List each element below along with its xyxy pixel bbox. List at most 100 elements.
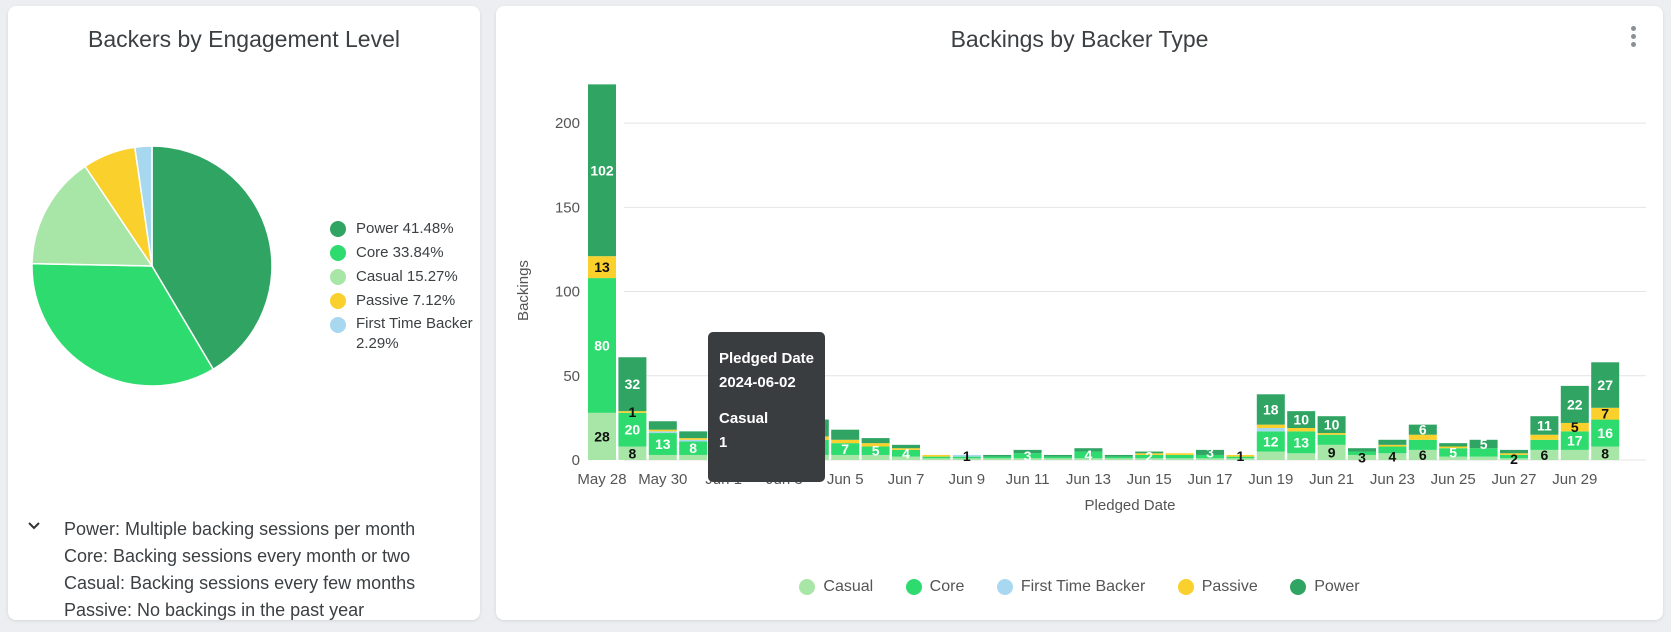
bar-segment-core[interactable] [1317, 434, 1346, 445]
bar-segment-first-time-backer[interactable] [1256, 427, 1285, 432]
bar-segment-casual[interactable] [1348, 454, 1376, 460]
bar-segment-core[interactable] [1469, 448, 1498, 457]
bar-segment-casual[interactable] [1439, 456, 1468, 460]
bar-segment-core[interactable] [952, 456, 981, 459]
bar-segment-core[interactable] [648, 433, 677, 455]
bar-legend-item-first-time-backer[interactable]: First Time Backer [996, 578, 1145, 596]
bar-segment-passive[interactable] [922, 454, 951, 457]
bar-segment-core[interactable] [1439, 448, 1468, 457]
bar-segment-power[interactable] [1591, 362, 1620, 408]
bar-segment-casual[interactable] [861, 454, 890, 460]
bar-segment-passive[interactable] [1560, 422, 1589, 432]
bar-segment-passive[interactable] [1500, 453, 1528, 455]
bar-segment-casual[interactable] [831, 454, 860, 460]
pie-slice-power[interactable] [151, 145, 273, 371]
bar-segment-power[interactable] [1560, 385, 1589, 423]
bar-segment-core[interactable] [1530, 439, 1559, 450]
pie-legend-item-power[interactable]: Power 41.48% [330, 218, 476, 242]
bar-segment-passive[interactable] [1439, 446, 1468, 449]
bar-segment-core[interactable] [1104, 456, 1133, 459]
bar-segment-first-time-backer[interactable] [648, 431, 677, 434]
bar-segment-power[interactable] [1287, 411, 1316, 428]
bar-segment-core[interactable] [922, 456, 951, 459]
bar-segment-power[interactable] [618, 357, 647, 412]
bar-segment-passive[interactable] [588, 256, 616, 279]
bar-legend-item-casual[interactable]: Casual [799, 578, 873, 596]
bar-segment-power[interactable] [1348, 448, 1376, 452]
bar-segment-core[interactable] [1378, 446, 1407, 454]
bar-segment-passive[interactable] [1530, 434, 1559, 440]
bar-segment-power[interactable] [1469, 439, 1498, 449]
bar-segment-power[interactable] [1317, 416, 1346, 434]
bar-segment-power[interactable] [1135, 451, 1164, 454]
bar-segment-core[interactable] [1044, 456, 1072, 459]
bar-segment-casual[interactable] [922, 458, 951, 460]
bar-segment-casual[interactable] [892, 456, 920, 460]
bar-segment-casual[interactable] [1226, 458, 1255, 460]
bar-segment-passive[interactable] [1591, 407, 1620, 420]
bar-segment-passive[interactable] [1135, 453, 1164, 455]
bar-segment-passive[interactable] [1408, 434, 1437, 440]
bar-legend-item-passive[interactable]: Passive [1177, 578, 1258, 596]
bar-segment-power[interactable] [983, 454, 1012, 457]
bar-segment-passive[interactable] [1287, 427, 1316, 432]
bar-segment-power[interactable] [1256, 394, 1285, 425]
pie-chart[interactable] [8, 6, 480, 620]
bar-segment-casual[interactable] [1044, 458, 1072, 460]
bar-segment-first-time-backer[interactable] [952, 454, 981, 457]
bar-segment-casual[interactable] [1013, 458, 1042, 460]
bar-segment-power[interactable] [1013, 449, 1042, 454]
bar-segment-passive[interactable] [1317, 433, 1346, 435]
bar-segment-casual[interactable] [1591, 446, 1620, 460]
bar-segment-power[interactable] [1074, 448, 1103, 452]
bar-segment-passive[interactable] [1165, 453, 1194, 455]
bar-segment-passive[interactable] [861, 443, 890, 447]
bar-segment-power[interactable] [831, 429, 860, 440]
bar-segment-casual[interactable] [1500, 458, 1528, 460]
pie-slice-core[interactable] [31, 262, 215, 387]
bar-segment-casual[interactable] [588, 412, 616, 460]
bar-segment-core[interactable] [1135, 454, 1164, 459]
bar-segment-casual[interactable] [983, 458, 1012, 460]
bar-segment-passive[interactable] [618, 411, 647, 413]
bar-segment-casual[interactable] [1408, 449, 1437, 460]
bar-segment-power[interactable] [1196, 449, 1224, 455]
bar-segment-power[interactable] [1530, 416, 1559, 435]
pie-legend-item-passive[interactable]: Passive 7.12% [330, 290, 476, 314]
bar-segment-power[interactable] [1104, 454, 1133, 457]
bar-segment-core[interactable] [1165, 454, 1194, 459]
bar-segment-power[interactable] [892, 444, 920, 449]
bar-segment-first-time-backer[interactable] [679, 439, 708, 442]
bar-segment-core[interactable] [1500, 454, 1528, 459]
bar-segment-casual[interactable] [1165, 458, 1194, 460]
bar-segment-power[interactable] [1439, 443, 1468, 447]
bar-segment-core[interactable] [1560, 431, 1589, 450]
bar-segment-power[interactable] [1378, 439, 1407, 445]
bar-segment-casual[interactable] [952, 458, 981, 460]
bar-segment-casual[interactable] [618, 446, 647, 460]
bar-segment-casual[interactable] [679, 454, 708, 460]
bar-segment-passive[interactable] [892, 448, 920, 450]
bar-segment-core[interactable] [1256, 431, 1285, 452]
bar-legend-item-power[interactable]: Power [1290, 578, 1360, 596]
more-vert-icon[interactable] [1631, 26, 1637, 48]
bar-segment-passive[interactable] [1256, 424, 1285, 428]
bar-segment-core[interactable] [983, 456, 1012, 459]
bar-segment-casual[interactable] [1469, 456, 1498, 460]
bar-segment-passive[interactable] [648, 429, 677, 432]
bar-segment-core[interactable] [1348, 451, 1376, 455]
bar-segment-casual[interactable] [1317, 444, 1346, 460]
bar-segment-casual[interactable] [1530, 449, 1559, 460]
bar-segment-core[interactable] [679, 441, 708, 455]
bar-segment-passive[interactable] [1378, 444, 1407, 447]
bar-segment-casual[interactable] [648, 454, 677, 460]
bar-segment-passive[interactable] [831, 439, 860, 444]
bar-segment-core[interactable] [1226, 456, 1255, 459]
bar-segment-casual[interactable] [1378, 453, 1407, 460]
bar-segment-power[interactable] [588, 84, 616, 257]
bar-legend-item-core[interactable]: Core [905, 578, 964, 596]
bar-segment-passive[interactable] [679, 438, 708, 440]
bar-segment-power[interactable] [1044, 454, 1072, 457]
bar-segment-casual[interactable] [1196, 458, 1224, 460]
bar-segment-core[interactable] [1074, 451, 1103, 459]
